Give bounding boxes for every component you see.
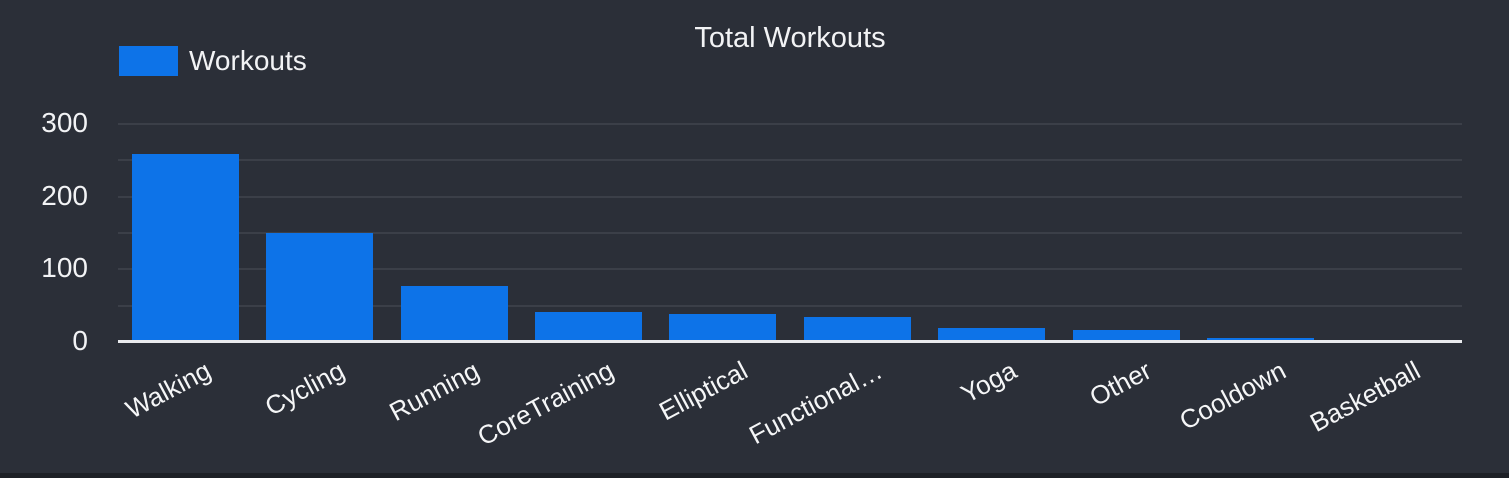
gridline-200 (118, 195, 1462, 198)
legend-item-workouts[interactable]: Workouts (119, 46, 307, 76)
x-label-walking: Walking (120, 355, 216, 425)
gridline-50 (118, 304, 1462, 307)
bar-walking[interactable] (131, 153, 239, 341)
y-tick-100: 100 (41, 252, 88, 284)
gridline-300 (118, 123, 1462, 125)
y-tick-0: 0 (72, 325, 88, 356)
bar-elliptical[interactable] (669, 314, 777, 341)
bottom-edge (0, 473, 1509, 478)
x-label-coretraining: CoreTraining (472, 355, 619, 452)
y-tick-200: 200 (41, 179, 88, 211)
x-axis-line (118, 340, 1462, 343)
x-label-cycling: Cycling (260, 355, 350, 422)
bar-running[interactable] (400, 285, 508, 341)
legend-swatch (119, 46, 178, 76)
gridline-100 (118, 268, 1462, 271)
bar-cycling[interactable] (266, 233, 374, 341)
x-label-running: Running (384, 355, 485, 427)
bar-coretraining[interactable] (534, 311, 642, 341)
x-label-basketball: Basketball (1304, 355, 1425, 438)
x-label-elliptical: Elliptical (654, 355, 753, 427)
gridline-250 (118, 159, 1462, 162)
bar-yoga[interactable] (938, 327, 1046, 341)
y-tick-300: 300 (41, 107, 88, 138)
x-label-functional: Functional… (744, 355, 888, 451)
bar-functional[interactable] (803, 317, 911, 341)
chart-title: Total Workouts (694, 22, 886, 54)
gridline-150 (118, 232, 1462, 234)
x-label-cooldown: Cooldown (1174, 355, 1291, 436)
bar-other[interactable] (1072, 330, 1180, 341)
bar-cooldown[interactable] (1206, 338, 1314, 341)
x-label-yoga: Yoga (956, 355, 1022, 409)
legend-label: Workouts (189, 45, 307, 76)
x-label-other: Other (1084, 355, 1157, 413)
